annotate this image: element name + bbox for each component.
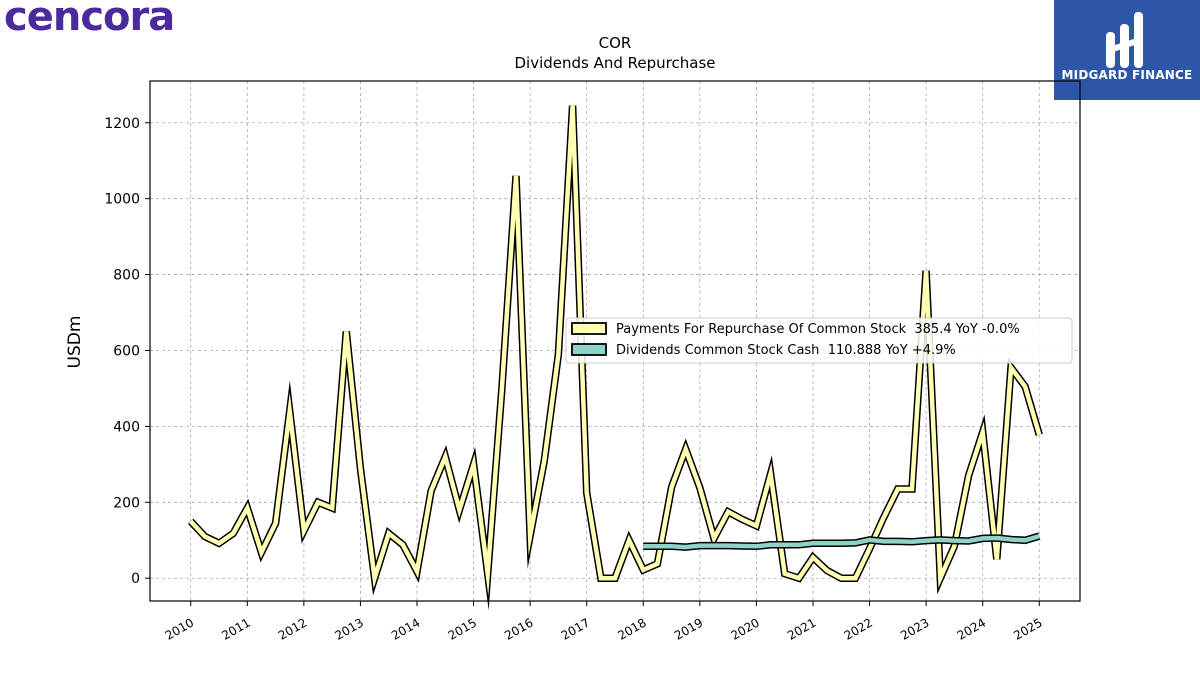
y-tick-label: 400 (113, 419, 140, 435)
y-tick-label: 1000 (104, 192, 140, 208)
series-line-repurchase (189, 105, 1042, 596)
x-tick-label: 2013 (332, 615, 365, 642)
x-tick-label: 2012 (276, 615, 309, 642)
x-tick-label: 2014 (389, 615, 422, 642)
x-tick-label: 2025 (1011, 615, 1044, 642)
cencora-logo: cencora (4, 0, 175, 40)
legend-box (565, 317, 1073, 364)
plot-frame (149, 80, 1081, 602)
chart-subtitle: Dividends And Repurchase (514, 54, 715, 72)
x-tick-label: 2024 (955, 615, 988, 642)
x-tick-label: 2023 (898, 615, 931, 642)
x-tick-label: 2021 (785, 615, 818, 642)
y-tick-label: 600 (113, 343, 140, 359)
x-tick-label: 2019 (672, 615, 705, 642)
y-tick-label: 800 (113, 268, 140, 284)
midgard-logo-icon (1106, 12, 1143, 68)
x-tick-label: 2020 (728, 615, 761, 642)
legend-swatch-dividends (571, 343, 607, 356)
legend: Payments For Repurchase Of Common Stock … (565, 317, 1073, 364)
x-tick-label: 2011 (219, 615, 252, 642)
legend-swatch-repurchase (571, 322, 607, 335)
x-tick-label: 2016 (502, 615, 535, 642)
y-axis-label: USDm (65, 316, 85, 369)
legend-label-dividends: Dividends Common Stock Cash 110.888 YoY … (616, 343, 956, 358)
x-tick-label: 2015 (446, 615, 479, 642)
midgard-finance-watermark: MIDGARD FINANCE (1054, 0, 1200, 100)
y-tick-label: 0 (131, 571, 140, 587)
series-lines (187, 105, 1043, 611)
x-tick-label: 2017 (559, 615, 592, 642)
chart-title: COR (599, 34, 632, 52)
y-tick-label: 200 (113, 495, 140, 511)
x-tick-label: 2022 (842, 615, 875, 642)
x-tick-label: 2018 (615, 615, 648, 642)
x-tick-label: 2010 (163, 615, 196, 642)
watermark-text: MIDGARD FINANCE (1061, 68, 1193, 82)
series-line-dividends (643, 533, 1040, 550)
y-tick-label: 1200 (104, 116, 140, 132)
legend-label-repurchase: Payments For Repurchase Of Common Stock … (616, 322, 1020, 337)
